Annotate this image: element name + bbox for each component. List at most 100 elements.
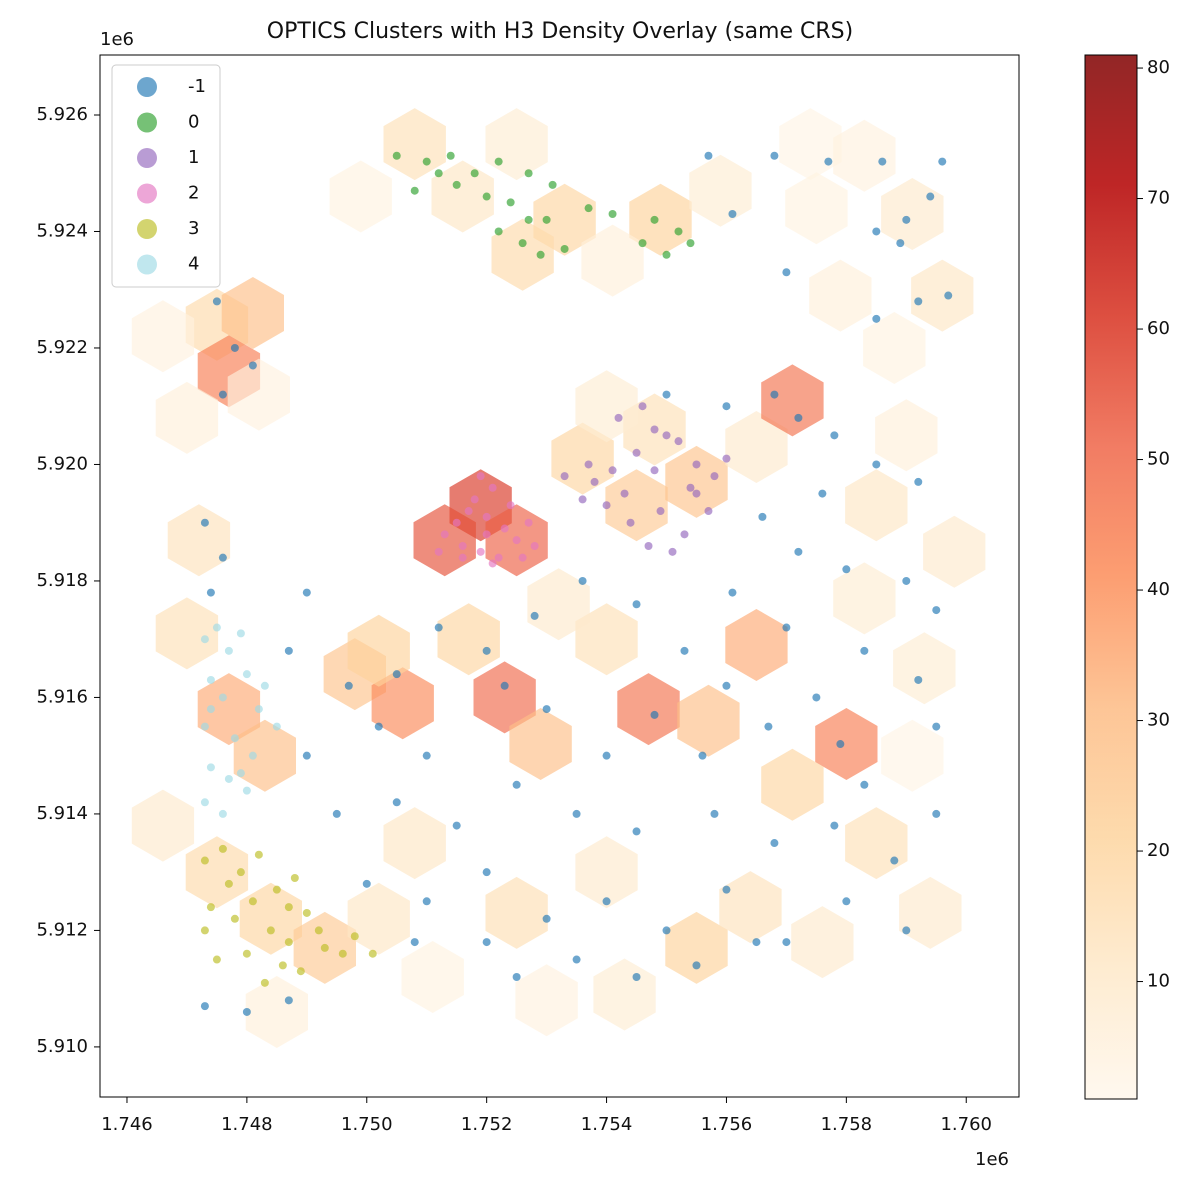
point: [422, 751, 431, 760]
x-tick-label: 1.752: [461, 1114, 513, 1135]
x-tick-label: 1.754: [581, 1114, 633, 1135]
point: [632, 448, 641, 457]
hexbin: [833, 562, 896, 635]
x-offset-label: 1e6: [975, 1149, 1009, 1170]
point: [926, 192, 935, 201]
point: [248, 361, 257, 370]
point: [470, 495, 479, 504]
point: [272, 722, 281, 731]
point: [254, 850, 263, 859]
hexbin: [185, 836, 249, 909]
point: [260, 978, 269, 987]
colorbar-tick-label: 70: [1147, 188, 1170, 209]
hexbin: [431, 160, 494, 233]
point: [650, 710, 659, 719]
point: [662, 431, 671, 440]
point: [914, 675, 923, 684]
point: [200, 798, 209, 807]
hexbin: [617, 673, 680, 746]
point: [728, 210, 737, 219]
point: [482, 530, 491, 539]
point: [314, 926, 323, 935]
point: [818, 489, 827, 498]
point: [794, 413, 803, 422]
axes-frame: [99, 54, 1020, 1098]
point: [284, 996, 293, 1005]
hexbin: [485, 108, 548, 181]
point: [200, 635, 209, 644]
point: [752, 938, 761, 947]
point: [626, 518, 635, 527]
point: [656, 507, 665, 516]
legend-box: [111, 64, 221, 288]
point: [470, 169, 479, 178]
point: [212, 297, 221, 306]
point: [704, 151, 713, 160]
point: [524, 518, 533, 527]
hexbin: [221, 277, 284, 349]
legend-marker: [137, 254, 157, 275]
point: [434, 623, 443, 632]
point: [650, 215, 659, 224]
legend-marker: [137, 148, 157, 168]
hexbin: [233, 719, 296, 792]
point: [548, 180, 557, 189]
legend-label: 2: [188, 183, 199, 204]
point: [494, 553, 503, 562]
point: [524, 215, 533, 224]
point: [770, 390, 779, 399]
point: [434, 547, 443, 556]
y-tick-label: 5.910: [36, 1036, 88, 1057]
point: [830, 821, 839, 830]
point: [218, 693, 227, 702]
hexbin: [725, 609, 788, 681]
point: [680, 646, 689, 655]
legend-marker: [137, 183, 157, 204]
hexbin: [665, 445, 728, 518]
point: [668, 547, 677, 556]
point: [506, 501, 515, 510]
point: [344, 681, 353, 690]
point: [488, 559, 497, 568]
hexbin: [719, 871, 782, 944]
point: [206, 705, 215, 714]
point: [704, 507, 713, 516]
point: [860, 780, 869, 789]
point: [512, 780, 521, 789]
point: [524, 169, 533, 178]
point: [242, 949, 251, 958]
y-offset-label: 1e6: [100, 29, 134, 50]
point: [836, 740, 845, 749]
point: [518, 239, 527, 248]
hexbin: [725, 411, 788, 483]
point: [638, 402, 647, 411]
point: [608, 466, 617, 475]
point: [542, 705, 551, 714]
legend-marker: [137, 112, 157, 133]
point: [824, 157, 833, 166]
legend-marker: [137, 77, 157, 97]
point: [572, 955, 581, 964]
point: [230, 914, 239, 923]
point: [710, 809, 719, 818]
hexbin: [785, 172, 848, 245]
legend-label: 3: [188, 218, 199, 239]
hexbin: [227, 358, 290, 431]
point: [662, 250, 671, 259]
point: [278, 961, 287, 970]
point: [392, 151, 401, 160]
hexbin: [581, 224, 644, 297]
point: [722, 402, 731, 411]
point: [830, 431, 839, 440]
legend-label: 0: [188, 112, 199, 133]
legend: -1 0 1 2 3 4: [111, 64, 221, 288]
y-tick-label: 5.922: [36, 337, 88, 358]
colorbar-tick-label: 60: [1147, 318, 1170, 339]
point: [248, 897, 257, 906]
point: [536, 250, 545, 259]
point: [530, 542, 539, 551]
point: [560, 244, 569, 253]
point: [452, 821, 461, 830]
point: [644, 542, 653, 551]
